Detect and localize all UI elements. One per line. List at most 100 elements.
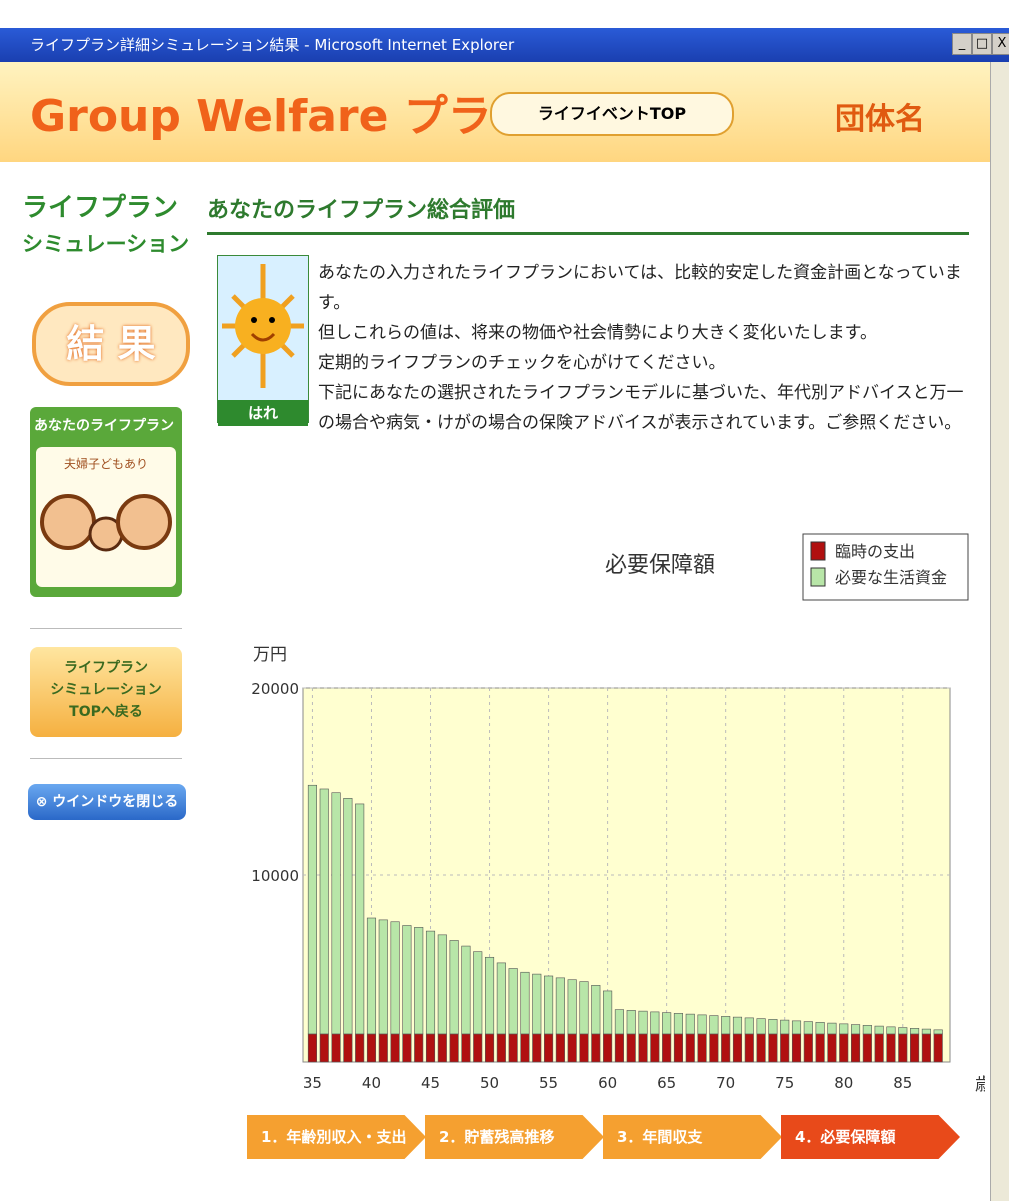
- bar-segment: [332, 793, 341, 1034]
- legend-label: 臨時の支出: [835, 542, 915, 561]
- bar-segment: [651, 1012, 660, 1034]
- bar-segment: [533, 974, 542, 1034]
- tab[interactable]: 2．貯蓄残高推移: [425, 1115, 604, 1159]
- bar-segment: [603, 991, 612, 1034]
- maximize[interactable]: □: [972, 33, 992, 55]
- x-axis-label: 歳: [975, 1075, 985, 1095]
- bar-segment: [627, 1034, 636, 1062]
- sidebar-title: ライフプランシミュレーション: [22, 190, 189, 262]
- bar-segment: [367, 918, 376, 1034]
- bar-segment: [521, 972, 530, 1034]
- chart-title: 必要保障額: [605, 553, 715, 578]
- bar-segment: [438, 1034, 447, 1062]
- bar-segment: [769, 1034, 778, 1062]
- bar-segment: [485, 957, 494, 1034]
- bar-segment: [934, 1030, 943, 1034]
- bar-segment: [662, 1013, 671, 1034]
- result-badge: 結 果: [32, 302, 190, 386]
- bar-segment: [745, 1018, 754, 1034]
- line: ライフプラン: [30, 657, 182, 679]
- bar-segment: [839, 1024, 848, 1034]
- bar-segment: [568, 980, 577, 1034]
- bar-segment: [757, 1034, 766, 1062]
- bar-segment: [698, 1015, 707, 1034]
- minimize[interactable]: _: [952, 33, 972, 55]
- bar-segment: [509, 1034, 518, 1062]
- tab[interactable]: 3．年間収支: [603, 1115, 782, 1159]
- y-axis-label: 万円: [253, 645, 287, 665]
- line: 定期的ライフプランのチェックを心がけてください。: [318, 348, 968, 378]
- x-tick-label: 35: [303, 1074, 322, 1092]
- bar-segment: [592, 1034, 601, 1062]
- close-window-button[interactable]: ⊗ ウインドウを閉じる: [28, 784, 186, 820]
- bar-segment: [863, 1034, 872, 1062]
- bar-segment: [509, 969, 518, 1034]
- bar-segment: [710, 1034, 719, 1062]
- bar-segment: [910, 1034, 919, 1062]
- scrollbar[interactable]: [990, 62, 1009, 1201]
- bar-segment: [710, 1016, 719, 1034]
- family-section: あなたのライフプラン: [30, 407, 182, 443]
- bar-segment: [686, 1034, 695, 1062]
- bar-segment: [733, 1034, 742, 1062]
- window-title: ライフプラン詳細シミュレーション結果 - Microsoft Internet …: [0, 36, 514, 54]
- bar-segment: [592, 985, 601, 1034]
- org-name: 団体名: [835, 94, 925, 138]
- close[interactable]: X: [992, 33, 1009, 55]
- family-card: 夫婦子どもあり: [36, 447, 176, 587]
- bar-segment: [580, 982, 589, 1034]
- x-tick-label: 70: [716, 1074, 735, 1092]
- tab[interactable]: 1．年齢別収入・支出: [247, 1115, 426, 1159]
- y-tick-label: 10000: [251, 867, 299, 885]
- bar-segment: [875, 1026, 884, 1034]
- legend-swatch: [811, 568, 825, 586]
- bar-segment: [344, 1034, 353, 1062]
- bar-segment: [863, 1025, 872, 1034]
- bar-segment: [414, 927, 423, 1034]
- bar-segment: [674, 1013, 683, 1034]
- bar-segment: [320, 1034, 329, 1062]
- bar-segment: [780, 1020, 789, 1034]
- separator: [30, 758, 182, 759]
- tab-active[interactable]: 4．必要保障額: [781, 1115, 960, 1159]
- line: 下記にあなたの選択されたライフプランモデルに基づいた、年代別アドバイスと万一の場…: [318, 378, 968, 438]
- label: ウインドウを閉じる: [52, 794, 178, 810]
- bar-segment: [308, 785, 317, 1034]
- bar-segment: [721, 1034, 730, 1062]
- x-tick-label: 75: [775, 1074, 794, 1092]
- nav-button[interactable]: ライフイベントTOP: [490, 92, 734, 136]
- y-tick-label: 20000: [251, 680, 299, 698]
- line: あなたの入力されたライフプランにおいては、比較的安定した資金計画となっています。: [318, 258, 968, 318]
- bar-segment: [651, 1034, 660, 1062]
- bar-segment: [899, 1028, 908, 1034]
- family-box: あなたのライフプラン 夫婦子どもあり: [30, 407, 182, 597]
- bar-segment: [414, 1034, 423, 1062]
- bar-segment: [344, 798, 353, 1034]
- bar-segment: [851, 1025, 860, 1034]
- heading: あなたのライフプラン総合評価: [207, 192, 515, 224]
- bar-segment: [851, 1034, 860, 1062]
- bar-segment: [603, 1034, 612, 1062]
- bar-segment: [615, 1010, 624, 1034]
- x-tick-label: 65: [657, 1074, 676, 1092]
- bar-segment: [450, 1034, 459, 1062]
- bar-segment: [462, 1034, 471, 1062]
- bar-segment: [662, 1034, 671, 1062]
- bar-segment: [450, 940, 459, 1033]
- bar-segment: [899, 1034, 908, 1062]
- bar-segment: [426, 931, 435, 1034]
- bar-segment: [910, 1028, 919, 1034]
- line: ライフプラン: [22, 190, 189, 226]
- bar-segment: [438, 935, 447, 1034]
- bar-segment: [379, 920, 388, 1034]
- family-icon: [36, 472, 176, 562]
- bar-segment: [721, 1016, 730, 1034]
- bar-segment: [887, 1027, 896, 1034]
- sun: [218, 256, 308, 396]
- bar-segment: [403, 1034, 412, 1062]
- bar-segment: [556, 1034, 565, 1062]
- bar-segment: [816, 1022, 825, 1034]
- bar-segment: [544, 976, 553, 1034]
- bar-segment: [521, 1034, 530, 1062]
